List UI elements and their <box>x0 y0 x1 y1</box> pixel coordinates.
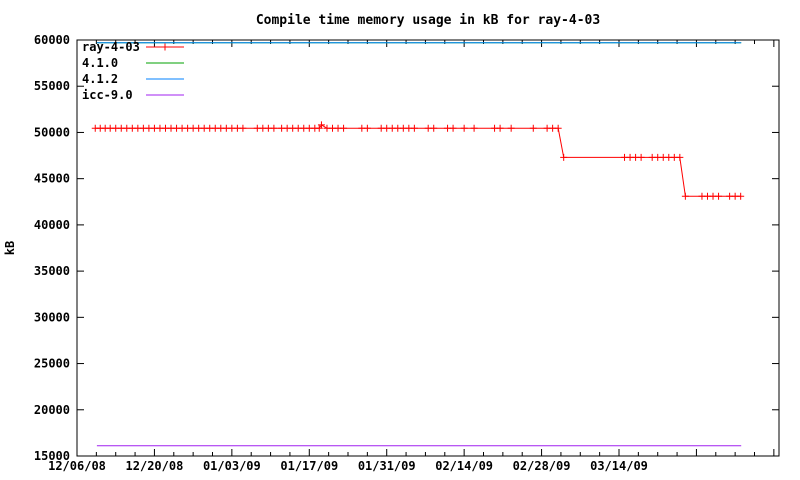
axis-labels: 12/06/08 12/20/08 01/03/09 01/17/09 01/31/09… <box>34 33 648 473</box>
legend-item-ray-4-03: ray-4-03 <box>82 40 184 54</box>
legend-sample-marker <box>161 43 169 51</box>
data-point-marker <box>270 124 278 132</box>
legend-label: icc-9.0 <box>82 88 133 102</box>
legend: ray-4-03 4.1.0 4.1.2 icc-9.0 <box>82 40 184 102</box>
data-point-marker <box>681 192 689 200</box>
y-tick-label: 60000 <box>34 33 70 47</box>
y-tick-label: 45000 <box>34 172 70 186</box>
data-point-marker <box>410 124 418 132</box>
x-tick-label: 01/17/09 <box>280 459 338 473</box>
y-tick-label: 15000 <box>34 449 70 463</box>
y-tick-label: 25000 <box>34 357 70 371</box>
data-point-marker <box>430 124 438 132</box>
data-point-marker <box>637 153 645 161</box>
data-point-marker <box>363 124 371 132</box>
y-tick-label: 20000 <box>34 403 70 417</box>
legend-label: 4.1.2 <box>82 72 118 86</box>
chart-title: Compile time memory usage in kB for ray-… <box>256 13 600 28</box>
data-point-marker <box>460 124 468 132</box>
plot-border <box>76 39 780 457</box>
x-tick-label: 02/28/09 <box>513 459 571 473</box>
data-point-marker <box>507 124 515 132</box>
y-tick-label: 40000 <box>34 218 70 232</box>
data-series <box>91 42 745 447</box>
data-point-marker <box>317 121 325 129</box>
legend-label: 4.1.0 <box>82 56 118 70</box>
y-tick-label: 35000 <box>34 264 70 278</box>
data-point-marker <box>737 192 745 200</box>
series-line-ray-4-03 <box>95 124 741 197</box>
legend-item-4.1.0: 4.1.0 <box>82 56 184 70</box>
x-tick-label: 02/14/09 <box>435 459 493 473</box>
data-point-marker <box>554 124 562 132</box>
y-tick-label: 50000 <box>34 125 70 139</box>
x-tick-label: 01/31/09 <box>358 459 416 473</box>
x-tick-label: 03/14/09 <box>590 459 648 473</box>
data-point-marker <box>449 124 457 132</box>
data-point-marker <box>676 153 684 161</box>
x-tick-label: 12/06/08 <box>48 459 106 473</box>
y-axis-label: kB <box>3 241 17 255</box>
x-tick-label: 01/03/09 <box>203 459 261 473</box>
data-point-marker <box>470 124 478 132</box>
x-tick-label: 12/20/08 <box>126 459 184 473</box>
data-point-marker <box>496 124 504 132</box>
legend-label: ray-4-03 <box>82 40 140 54</box>
legend-item-icc-9.0: icc-9.0 <box>82 88 184 102</box>
data-point-marker <box>529 124 537 132</box>
axis-ticks <box>76 39 779 457</box>
legend-item-4.1.2: 4.1.2 <box>82 72 184 86</box>
y-tick-label: 30000 <box>34 310 70 324</box>
data-point-marker <box>715 192 723 200</box>
data-point-marker <box>560 153 568 161</box>
data-point-marker <box>340 124 348 132</box>
data-point-marker <box>239 124 247 132</box>
y-tick-label: 55000 <box>34 79 70 93</box>
